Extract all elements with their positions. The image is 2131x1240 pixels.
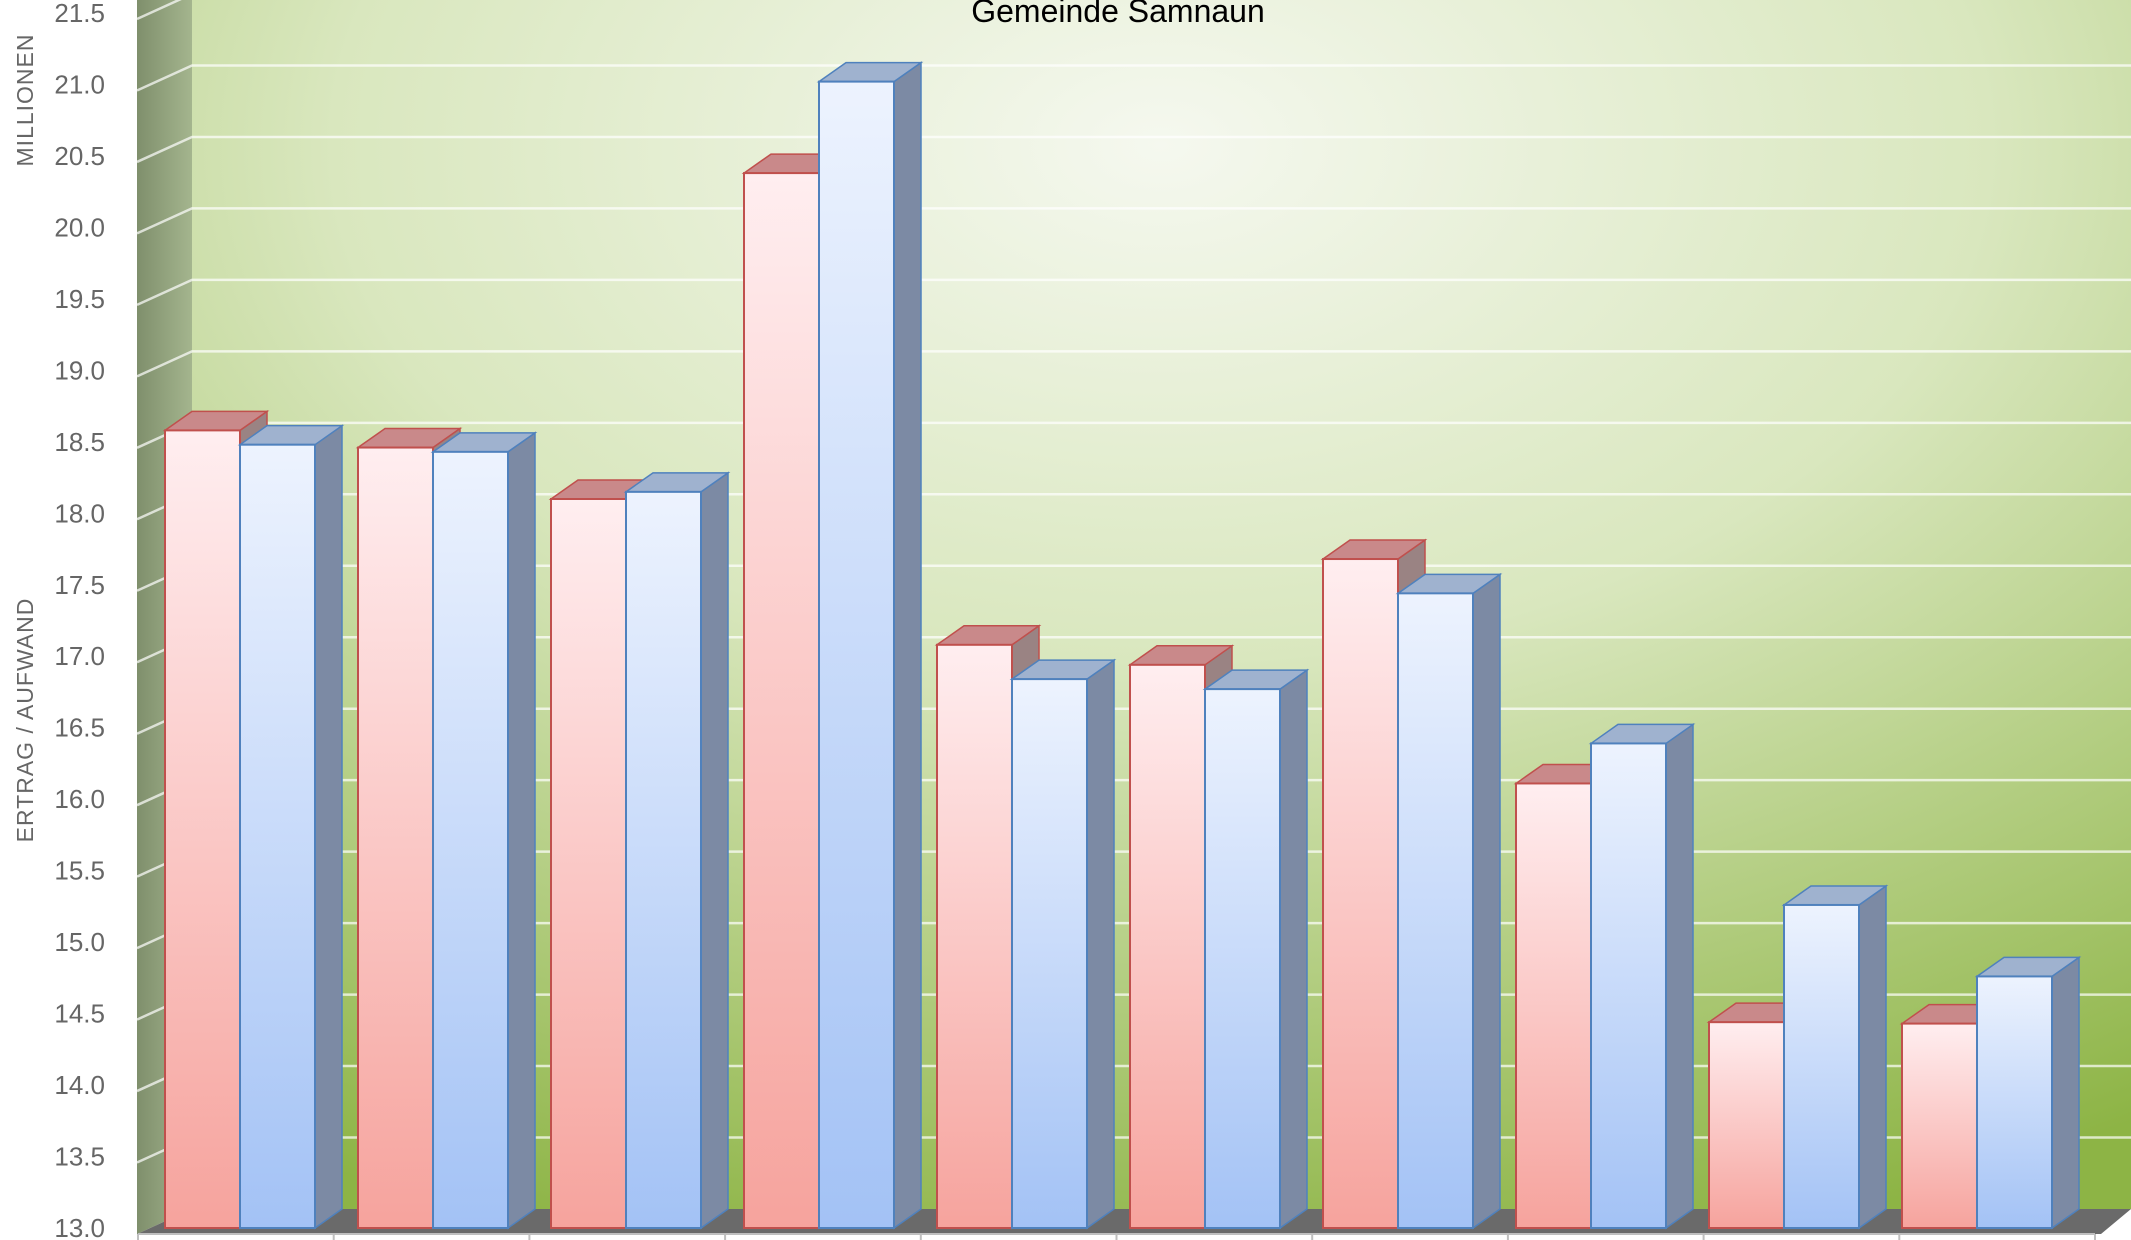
- gridline: [136, 0, 182, 21]
- bar-front: [1322, 558, 1399, 1229]
- y-tick-label: 21.0: [54, 69, 105, 99]
- bar-series-2: [816, 61, 924, 1230]
- bar-front: [239, 443, 316, 1229]
- gridline: [136, 64, 2131, 92]
- y-tick-label: 13.5: [54, 1142, 105, 1172]
- y-tick-label: 15.5: [54, 856, 105, 886]
- bar-side: [1472, 572, 1501, 1230]
- bar-front: [1783, 903, 1860, 1229]
- bar-series-2: [1974, 955, 2082, 1230]
- y-tick-label: 20.5: [54, 141, 105, 171]
- y-tick-label: 19.0: [54, 355, 105, 385]
- bar-series-2: [1395, 572, 1503, 1230]
- y-tick-label: 21.5: [54, 0, 105, 28]
- bar-series-2: [1009, 658, 1117, 1230]
- y-tick-label: 14.0: [54, 1070, 105, 1100]
- bar-front: [550, 498, 627, 1229]
- bar-side: [1858, 884, 1887, 1230]
- bar-series-2: [430, 431, 538, 1230]
- y-tick-label: 14.5: [54, 999, 105, 1029]
- bar-side: [1279, 668, 1308, 1230]
- y-tick-label: 17.5: [54, 570, 105, 600]
- y-axis-title: ERTRAG / AUFWAND: [12, 598, 38, 843]
- bar-side: [893, 61, 922, 1230]
- bar-front: [1011, 678, 1088, 1229]
- bar-front: [164, 429, 241, 1229]
- bar-front: [1129, 663, 1206, 1229]
- bar-front: [432, 450, 509, 1229]
- y-tick-label: 13.0: [54, 1213, 105, 1240]
- y-tick-label: 15.0: [54, 927, 105, 957]
- bar-side: [1665, 722, 1694, 1230]
- y-axis-unit-label: MILLIONEN: [12, 34, 38, 167]
- bar-front: [1901, 1022, 1978, 1229]
- gridline: [136, 135, 2131, 164]
- bar-series-2: [237, 424, 345, 1230]
- gridline: [136, 350, 2131, 378]
- y-tick-label: 20.0: [54, 212, 105, 242]
- bar-front: [1976, 975, 2053, 1229]
- gridline: [136, 207, 2131, 235]
- bar-side: [314, 424, 343, 1230]
- bar-front: [936, 643, 1013, 1229]
- bar-side: [507, 431, 536, 1230]
- bar-front: [1708, 1021, 1785, 1230]
- bar-series-2: [623, 471, 731, 1230]
- bar-front: [1204, 688, 1281, 1229]
- bar-front: [1590, 742, 1667, 1229]
- bar-front: [625, 490, 702, 1229]
- bar-series-2: [1588, 722, 1696, 1230]
- bar-front: [818, 80, 895, 1229]
- bar-front: [1397, 592, 1474, 1229]
- bar-side: [1086, 658, 1115, 1230]
- y-tick-label: 17.0: [54, 641, 105, 671]
- y-tick-label: 16.0: [54, 784, 105, 814]
- bar-side: [2051, 955, 2080, 1230]
- bar-front: [743, 172, 820, 1229]
- y-tick-label: 18.0: [54, 498, 105, 528]
- bar-front: [1515, 782, 1592, 1229]
- y-tick-label: 19.5: [54, 284, 105, 314]
- bar-side: [700, 471, 729, 1230]
- bar-series-2: [1202, 668, 1310, 1230]
- y-tick-label: 18.5: [54, 427, 105, 457]
- bar-front: [357, 446, 434, 1229]
- chart-title: Gemeinde Samnaun: [971, 0, 1265, 29]
- bar-series-2: [1781, 884, 1889, 1230]
- y-tick-label: 16.5: [54, 713, 105, 743]
- gridline: [136, 278, 2131, 307]
